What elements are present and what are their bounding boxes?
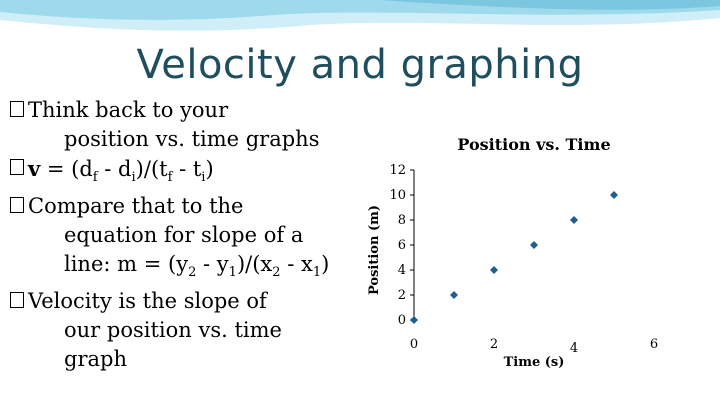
bullet-text: our position vs. time — [64, 318, 282, 343]
bullet-list: Think back to your position vs. time gra… — [10, 96, 362, 374]
bullet-icon — [10, 101, 24, 117]
data-point — [570, 216, 578, 224]
y-tick-label: 8 — [398, 213, 406, 228]
bullet-icon — [10, 159, 24, 175]
decorative-top-band — [0, 0, 720, 31]
y-axis-label: Position (m) — [367, 205, 382, 295]
data-point — [490, 266, 498, 274]
bullet-text: Compare that to the — [28, 194, 244, 219]
bullet-item: v = (df - di)/(tf - ti) — [10, 154, 362, 192]
bullet-item: Velocity is the slope of our position vs… — [10, 287, 362, 374]
data-point — [610, 191, 618, 199]
y-tick-label: 12 — [389, 163, 406, 178]
x-axis-label: Time (s) — [504, 355, 565, 370]
velocity-equation: v = (df - di)/(tf - ti) — [28, 156, 214, 186]
x-tick-label: 4 — [570, 341, 578, 356]
x-tick-label: 0 — [410, 337, 418, 352]
bullet-item: Compare that to the equation for slope o… — [10, 192, 362, 287]
y-tick-label: 10 — [389, 188, 406, 203]
data-point — [530, 241, 538, 249]
bullet-item: Think back to your position vs. time gra… — [10, 96, 362, 154]
bullet-text: Velocity is the slope of — [28, 289, 267, 314]
position-time-chart: Position vs. Time 0 2 4 6 8 10 12 0 2 4 6 Time (s) Po… — [367, 135, 658, 370]
slide-title: Velocity and graphing — [136, 42, 584, 88]
x-tick-label: 6 — [650, 337, 658, 352]
y-tick-label: 2 — [398, 288, 406, 303]
data-point — [410, 316, 418, 324]
bullet-icon — [10, 292, 24, 309]
data-point — [450, 291, 458, 299]
bullet-icon — [10, 197, 24, 214]
y-tick-label: 0 — [398, 313, 406, 328]
chart-title: Position vs. Time — [457, 135, 610, 154]
y-tick-label: 4 — [398, 263, 406, 278]
x-tick-label: 2 — [490, 337, 498, 352]
y-tick-label: 6 — [398, 238, 406, 253]
bullet-text: graph — [64, 347, 127, 372]
bullet-text: position vs. time graphs — [64, 127, 320, 151]
bullet-text: Think back to your — [28, 98, 229, 122]
slope-equation: line: m = (y2 - y1)/(x2 - x1) — [64, 252, 330, 281]
bullet-text: equation for slope of a — [64, 223, 304, 248]
